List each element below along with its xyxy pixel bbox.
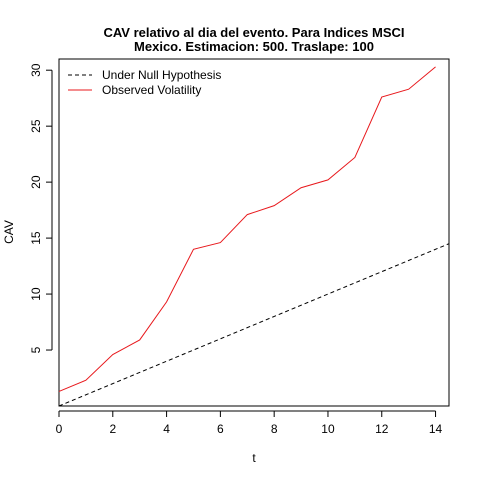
y-tick-label: 20 xyxy=(29,175,43,189)
x-tick-label: 0 xyxy=(56,422,63,436)
y-tick-label: 25 xyxy=(29,119,43,133)
chart-title-line-2: Mexico. Estimacion: 500. Traslape: 100 xyxy=(134,39,374,54)
x-tick-label: 2 xyxy=(109,422,116,436)
x-tick-label: 4 xyxy=(163,422,170,436)
x-tick-label: 10 xyxy=(321,422,335,436)
x-tick-label: 8 xyxy=(271,422,278,436)
plot-area-box xyxy=(58,58,450,407)
x-axis: 0 2 4 6 8 10 12 14 xyxy=(56,410,443,436)
y-tick-label: 30 xyxy=(29,63,43,77)
y-tick-label: 5 xyxy=(29,346,43,353)
series-layer xyxy=(58,66,450,407)
series-line-2 xyxy=(58,66,436,392)
x-tick-label: 6 xyxy=(217,422,224,436)
series-line-1 xyxy=(58,243,450,407)
legend-label: Under Null Hypothesis xyxy=(102,68,221,82)
chart-title-line-1: CAV relativo al dia del evento. Para Ind… xyxy=(103,25,404,40)
x-tick-label: 14 xyxy=(429,422,443,436)
legend-label: Observed Volatility xyxy=(102,83,201,97)
y-axis-label: CAV xyxy=(2,220,16,244)
y-tick-label: 10 xyxy=(29,287,43,301)
x-axis-label: t xyxy=(252,451,256,465)
x-tick-label: 12 xyxy=(375,422,389,436)
y-tick-label: 15 xyxy=(29,231,43,245)
y-axis: 5 10 15 20 25 30 xyxy=(29,63,53,353)
